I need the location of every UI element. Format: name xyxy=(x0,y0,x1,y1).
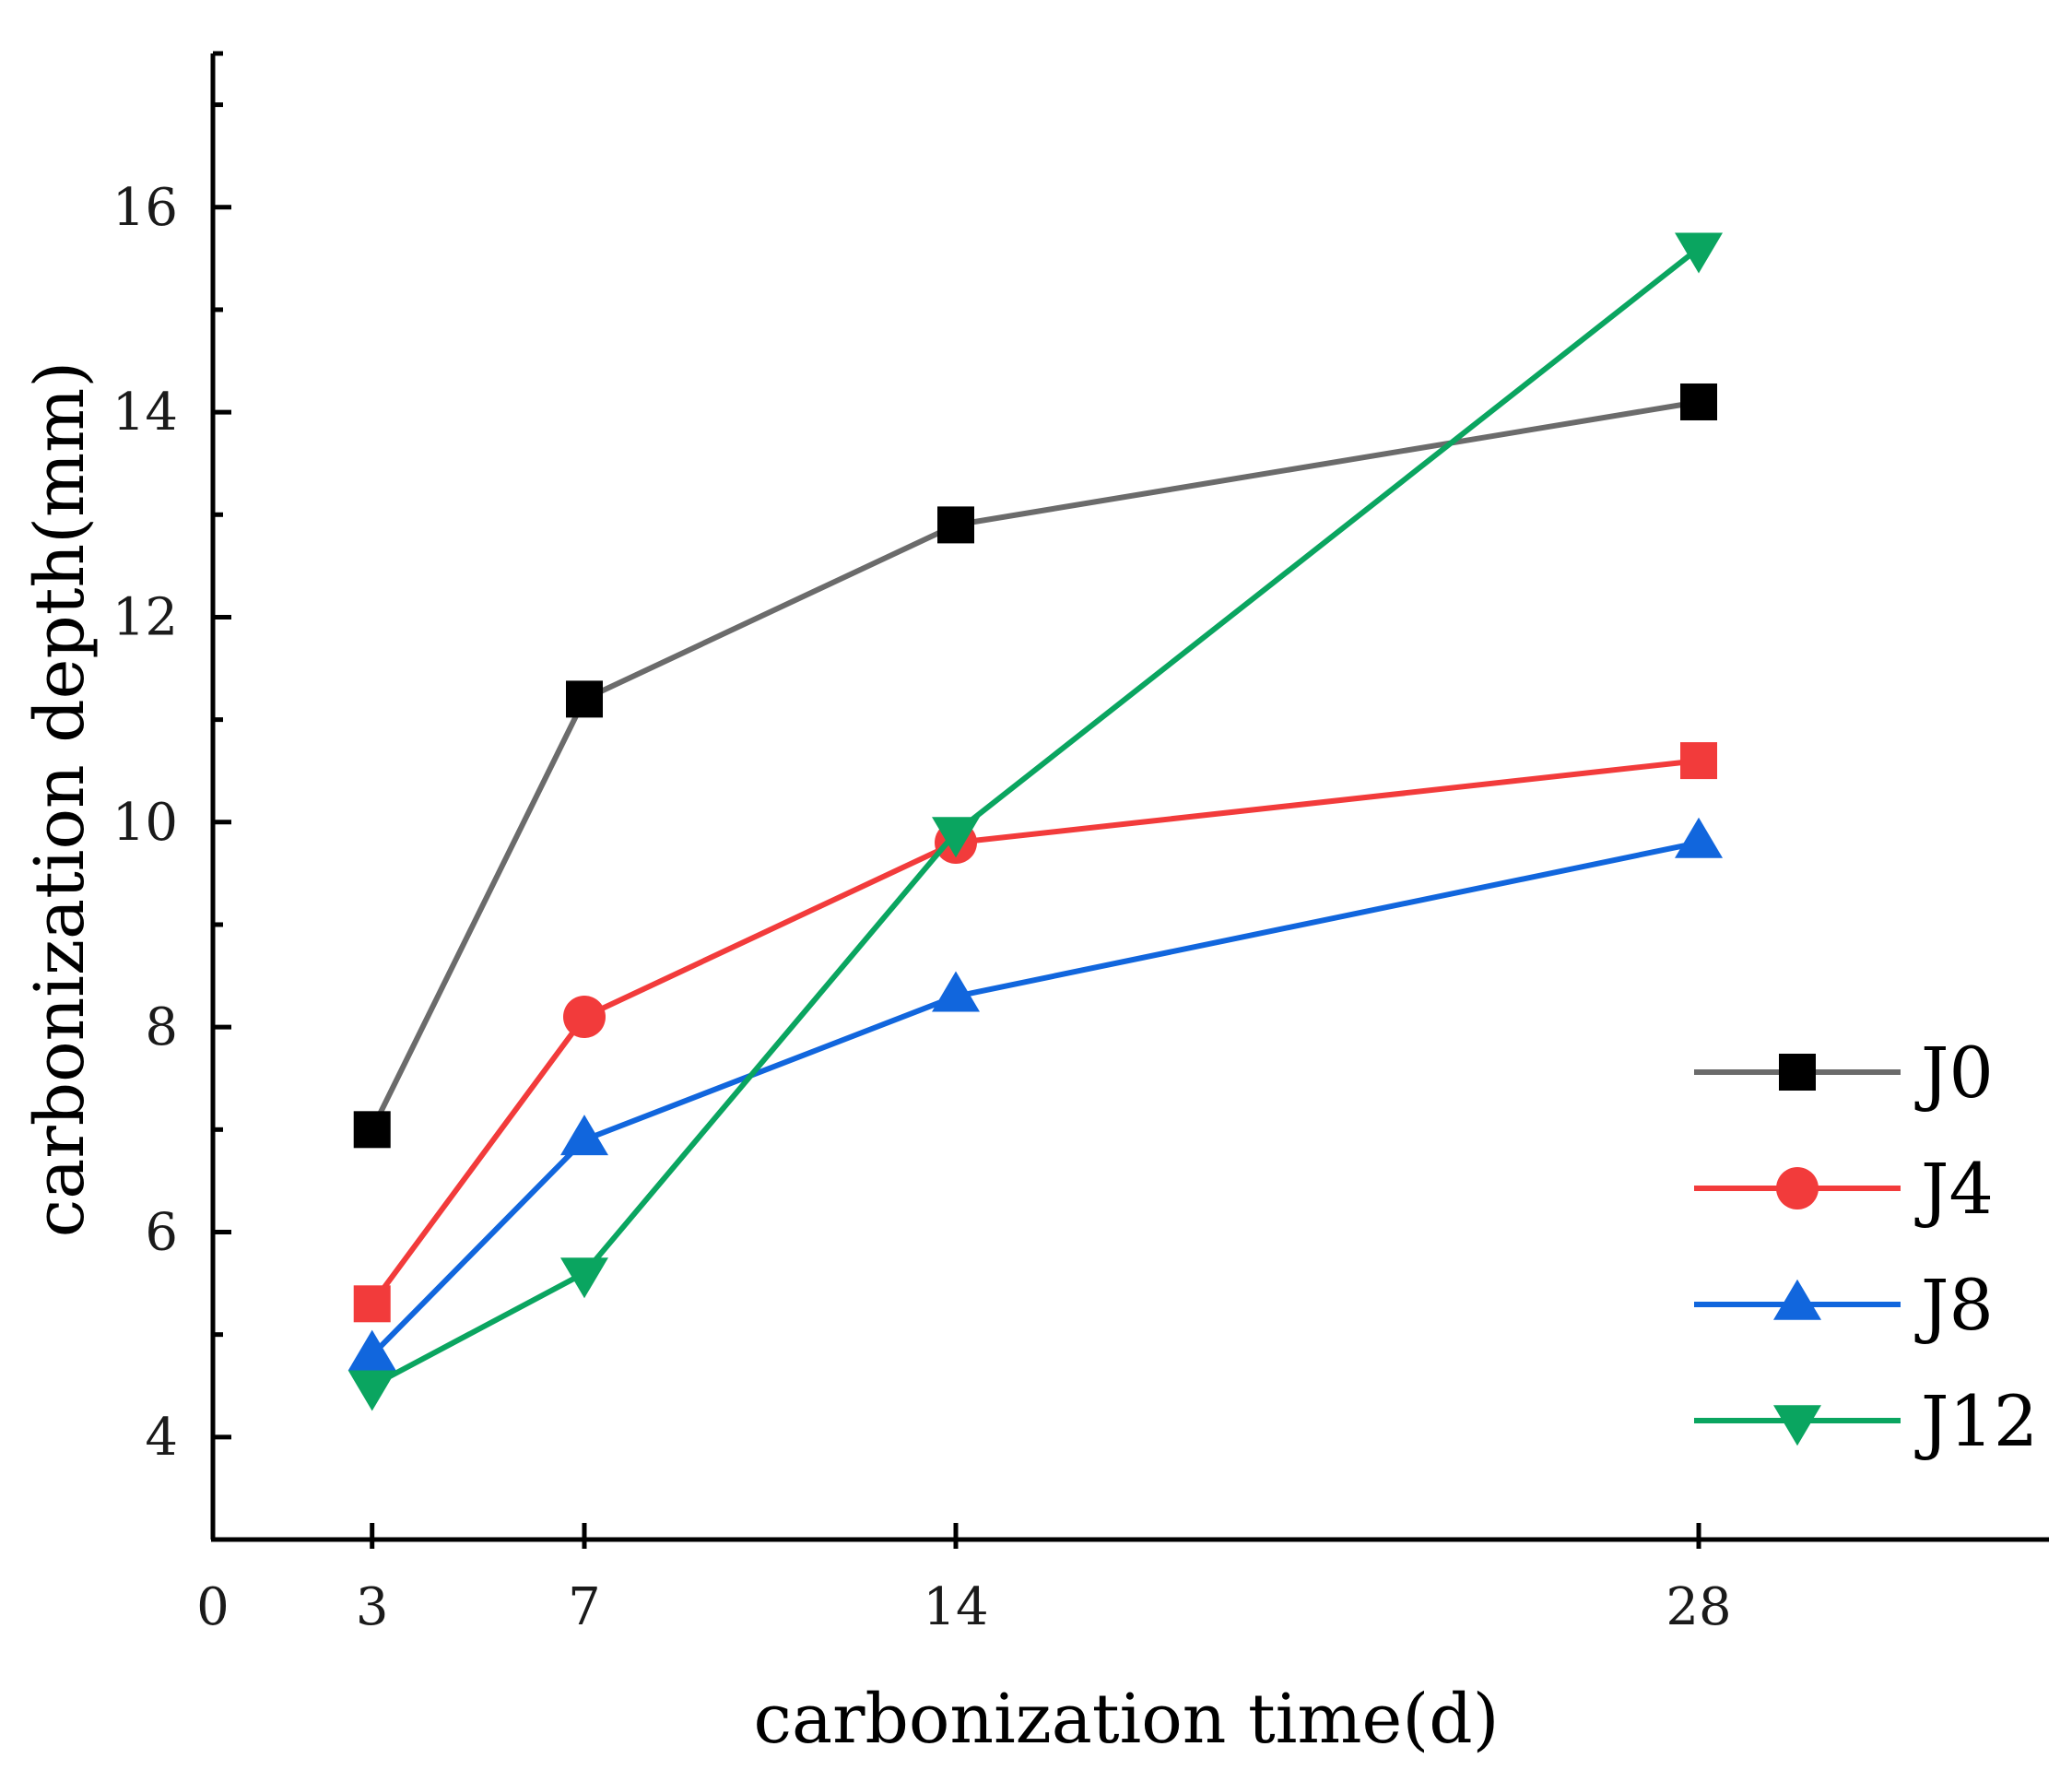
data-point-j12 xyxy=(347,1370,396,1411)
legend: J0 J4 J8 J12 xyxy=(1694,1032,2038,1462)
y-tick-label: 10 xyxy=(112,793,178,853)
y-tick-label: 16 xyxy=(112,178,178,238)
data-point-j8 xyxy=(347,1329,396,1371)
data-point-j12 xyxy=(1675,232,1724,274)
legend-item-j12: J12 xyxy=(1694,1380,2038,1462)
x-tick-label: 28 xyxy=(1666,1577,1731,1637)
series-j4 xyxy=(353,742,1718,1323)
series-j12 xyxy=(347,232,1724,1411)
legend-marker xyxy=(1776,1167,1819,1210)
series-j8 xyxy=(347,817,1724,1371)
series-j0 xyxy=(353,383,1718,1149)
legend-label: J4 xyxy=(1914,1148,1994,1230)
legend-item-j8: J8 xyxy=(1694,1264,1994,1346)
legend-label: J8 xyxy=(1914,1264,1994,1346)
data-point-j4 xyxy=(353,1285,391,1323)
series-line-j12 xyxy=(371,245,1701,1388)
series-line-j4 xyxy=(370,758,1700,1306)
y-tick-label: 14 xyxy=(112,383,178,442)
legend-marker xyxy=(1779,1054,1816,1091)
y-tick-label: 12 xyxy=(112,587,178,647)
data-point-j4 xyxy=(1680,742,1718,780)
x-tick-label: 0 xyxy=(196,1577,230,1637)
data-point-j0 xyxy=(353,1111,391,1149)
x-tick-label: 3 xyxy=(356,1577,389,1637)
legend-label: J0 xyxy=(1914,1032,1994,1114)
series-layer xyxy=(347,232,1724,1411)
data-point-j4 xyxy=(563,996,606,1039)
data-point-j8 xyxy=(932,971,981,1012)
legend-item-j4: J4 xyxy=(1694,1148,1994,1230)
data-point-j8 xyxy=(1675,817,1724,858)
x-axis-title: carbonization time(d) xyxy=(754,1680,1500,1759)
data-point-j0 xyxy=(566,680,604,718)
data-point-j12 xyxy=(560,1257,609,1299)
data-point-j8 xyxy=(560,1115,609,1156)
y-tick-label: 4 xyxy=(145,1408,178,1468)
y-axis-title: carbonization depth(mm) xyxy=(20,361,100,1237)
series-line-j0 xyxy=(370,399,1700,1131)
legend-item-j0: J0 xyxy=(1694,1032,1994,1114)
y-tick-label: 8 xyxy=(145,997,178,1057)
data-point-j0 xyxy=(937,506,975,544)
data-point-j0 xyxy=(1680,383,1718,420)
axes: 4 6 8 10 12 14 16 0 3 7 14 28 xyxy=(112,51,2049,1637)
legend-marker xyxy=(1773,1405,1821,1446)
series-line-j8 xyxy=(370,840,1700,1357)
legend-label: J12 xyxy=(1914,1380,2038,1462)
legend-marker xyxy=(1773,1279,1821,1320)
x-tick-label: 7 xyxy=(568,1577,601,1637)
y-tick-label: 6 xyxy=(145,1202,178,1262)
x-tick-label: 14 xyxy=(923,1577,988,1637)
data-point-j12 xyxy=(932,817,981,858)
